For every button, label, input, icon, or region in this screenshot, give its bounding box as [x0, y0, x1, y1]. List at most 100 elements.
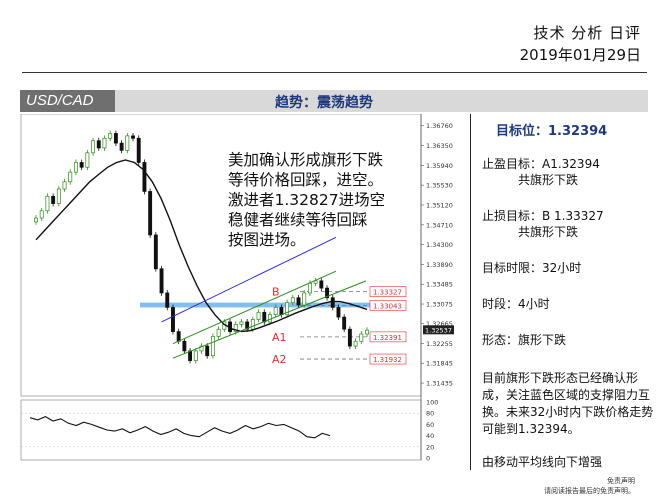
side-divider	[470, 114, 471, 470]
candle-body	[165, 292, 170, 308]
candle-body	[68, 171, 73, 183]
pattern: 形态：旗形下跌	[482, 333, 567, 347]
level-label-box	[369, 353, 407, 365]
level-label: 1.33043	[373, 302, 402, 310]
y-tick-label: 1.35530	[426, 182, 453, 190]
candle-body	[273, 307, 278, 316]
candle-body	[199, 345, 204, 352]
candle-body	[353, 340, 358, 347]
candle-body	[245, 321, 250, 330]
support-zone	[140, 302, 372, 308]
osc-tick-label: 0	[426, 455, 430, 463]
candle-body	[262, 311, 267, 323]
candle-body	[96, 140, 101, 149]
candle-body	[91, 140, 96, 154]
candle-body	[307, 282, 312, 294]
y-tick-label: 1.35940	[426, 162, 453, 170]
analysis-text: 目前旗形下跌形态已经确认形成，关注蓝色区域的支撑阻力互换。未来32小时内下跌价格…	[482, 371, 654, 436]
y-tick-label: 1.34300	[426, 241, 453, 249]
candle-body	[119, 142, 124, 151]
y-tick-label: 1.33890	[426, 261, 453, 269]
candle-body	[148, 191, 153, 236]
level-label-box	[369, 300, 407, 311]
osc-tick-label: 100	[426, 399, 438, 407]
candle-body	[365, 329, 369, 335]
osc-tick-label: 60	[426, 421, 434, 429]
osc-tick-label: 40	[426, 432, 434, 440]
candle-body	[250, 319, 255, 330]
candle-body	[296, 297, 301, 306]
y-tick-label: 1.34710	[426, 221, 453, 229]
annotation-line: 美加确认形成旗形下跌	[228, 151, 384, 169]
candle-body	[34, 217, 38, 223]
channel-lower-line	[172, 270, 337, 345]
candle-body	[285, 302, 290, 316]
level-label: 1.31932	[373, 356, 402, 364]
osc-tick-label: 80	[426, 410, 434, 418]
report-date: 2019年01月29日	[519, 46, 641, 64]
stop-loss: 止损目标：B 1.33327 共旗形下跌	[482, 208, 657, 240]
candle-body	[85, 152, 90, 168]
candle-body	[136, 137, 141, 163]
candle-body	[62, 181, 67, 190]
candle-body	[302, 292, 307, 306]
candle-body	[182, 340, 187, 352]
header-divider	[22, 72, 647, 73]
candle-body	[108, 133, 113, 139]
candle-body	[330, 297, 335, 308]
level-tag: A1	[272, 331, 287, 344]
candle-body	[56, 188, 61, 204]
candle-body	[342, 316, 347, 330]
trend-tab: 趋势：震荡趋势	[115, 90, 648, 112]
annotation-line: 稳健者继续等待回踩	[228, 211, 368, 229]
y-tick-label: 1.33485	[426, 281, 453, 289]
price-chart: 1.33327 1.33043 1.32391 1.31932 B A1 A2 1.367…	[20, 114, 470, 470]
disclaimer: 免责声明 请阅读报告最后的免责声明。	[544, 476, 635, 496]
channel-base-line	[172, 280, 367, 359]
candle-body	[336, 307, 341, 318]
take-profit-note: 共旗形下跌	[518, 173, 579, 187]
candle-body	[125, 135, 130, 151]
candle-body	[319, 280, 324, 289]
disclaimer-text: 请阅读报告最后的免责声明。	[544, 487, 635, 495]
candle-body	[131, 135, 135, 139]
side-panel: 目标位：1.32394 止盈目标：A1.32394 共旗形下跌 止损目标：B 1…	[482, 118, 657, 470]
y-tick-label: 1.32665	[426, 320, 453, 328]
current-price-box	[423, 325, 454, 335]
candle-body	[171, 307, 175, 332]
candle-body	[39, 210, 44, 219]
candle-body	[325, 287, 330, 299]
candle-body	[216, 328, 221, 337]
candle-body	[239, 321, 244, 325]
candle-body	[159, 268, 164, 294]
candle-body	[313, 280, 318, 284]
candle-body	[153, 234, 158, 270]
candle-body	[347, 328, 352, 347]
annotation-line: 按图进场。	[228, 231, 306, 249]
y-tick-label: 1.31845	[426, 360, 453, 368]
y-tick-label: 1.36760	[426, 122, 453, 130]
candle-body	[279, 307, 284, 316]
candle-body	[142, 162, 147, 192]
take-profit: 止盈目标：A1.32394 共旗形下跌	[482, 156, 657, 188]
level-tag: B	[272, 286, 280, 299]
take-profit-label: 止盈目标：A1.32394	[482, 157, 600, 171]
candle-body	[268, 314, 272, 323]
y-tick-label: 1.32255	[426, 340, 453, 348]
candle-body	[359, 333, 364, 342]
candle-body	[193, 350, 198, 361]
osc-tick-label: 20	[426, 443, 434, 451]
annotation-line: 激进者1.32827进场空	[228, 191, 386, 209]
candle-body	[102, 137, 107, 149]
candle-body	[176, 331, 181, 342]
report-title: 技术 分析 日评	[533, 24, 641, 42]
candle-body	[73, 162, 78, 173]
candle-body	[113, 133, 118, 144]
oscillator-line	[29, 415, 331, 439]
y-tick-label: 1.35120	[426, 201, 453, 209]
candle-body	[256, 311, 261, 320]
level-label: 1.32391	[373, 334, 402, 342]
level-tag: A2	[272, 353, 287, 366]
timeframe: 时段：4小时	[482, 297, 550, 311]
candle-body	[45, 195, 50, 212]
